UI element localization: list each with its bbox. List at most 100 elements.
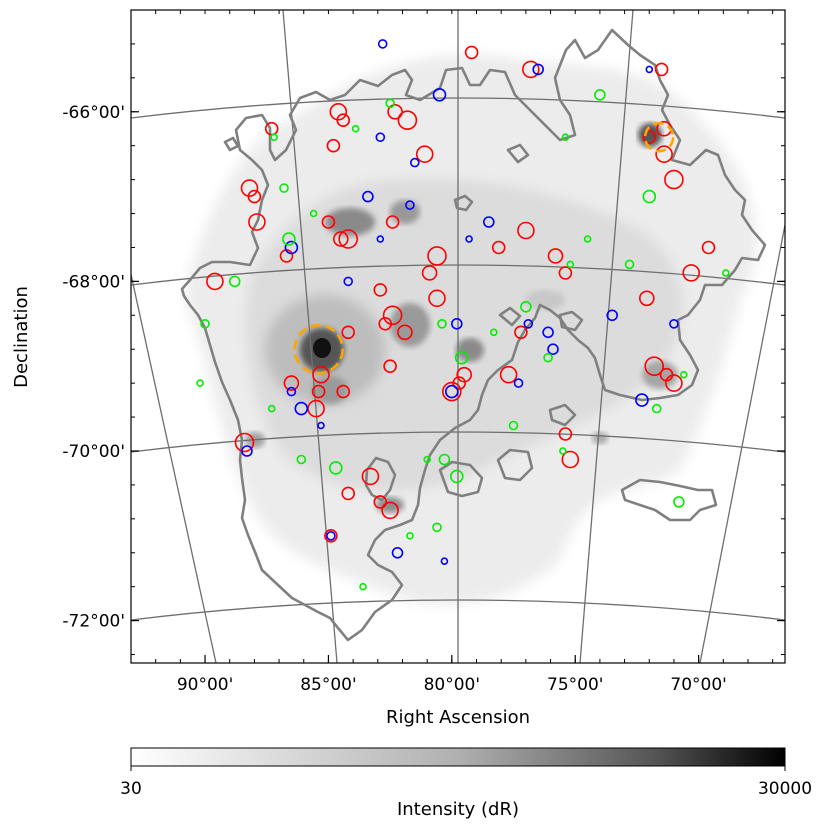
y-ticks: -66°00' -68°00' -70°00' -72°00' xyxy=(62,103,785,632)
marker-series-2-2 xyxy=(282,232,296,246)
marker-series-2-5 xyxy=(200,318,210,329)
marker-series-2-25 xyxy=(673,496,685,508)
marker-series-1-11 xyxy=(606,309,619,322)
marker-series-0-3 xyxy=(387,104,403,120)
marker-series-2-14 xyxy=(359,582,367,591)
y-tick-label-1: -68°00' xyxy=(62,272,125,292)
marker-series-2-31 xyxy=(561,133,570,141)
colorbar-title: Intensity (dR) xyxy=(397,799,519,820)
marker-series-1-8 xyxy=(465,235,473,243)
marker-series-0-44 xyxy=(383,359,397,374)
y-tick-label-2: -70°00' xyxy=(62,442,125,462)
marker-series-2-18 xyxy=(520,300,532,313)
marker-series-1-22 xyxy=(513,378,524,388)
marker-series-0-52 xyxy=(638,290,655,307)
marker-series-2-34 xyxy=(351,124,360,133)
marker-series-0-31 xyxy=(397,324,413,341)
marker-series-0-15 xyxy=(521,60,540,79)
x-axis-title: Right Ascension xyxy=(386,707,530,728)
marker-series-0-50 xyxy=(561,450,580,469)
marker-series-1-16 xyxy=(286,386,297,397)
marker-series-1-4 xyxy=(375,132,386,142)
marker-series-0-1 xyxy=(329,103,348,121)
marker-series-0-51 xyxy=(514,325,528,340)
x-tick-label-4: 70°00' xyxy=(670,675,726,695)
marker-series-0-43 xyxy=(381,501,399,520)
marker-series-3-1 xyxy=(643,121,675,153)
marker-series-2-21 xyxy=(583,235,592,243)
marker-series-1-28 xyxy=(409,157,420,168)
marker-series-1-15 xyxy=(294,401,309,416)
x-tick-label-0: 90°00' xyxy=(177,675,233,695)
marker-series-2-0 xyxy=(270,133,278,141)
marker-series-1-6 xyxy=(405,200,415,210)
y-tick-label-3: -72°00' xyxy=(62,612,125,632)
y-axis-title: Declination xyxy=(11,286,32,388)
marker-series-3-0 xyxy=(293,323,344,375)
grid-ra-70 xyxy=(699,224,785,663)
marker-series-2-28 xyxy=(559,447,567,455)
x-ticks: 90°00' 85°00' 80°00' 75°00' 70°00' xyxy=(177,655,727,695)
marker-series-0-45 xyxy=(456,366,473,383)
marker-series-0-40 xyxy=(341,486,356,501)
marker-series-0-20 xyxy=(682,264,701,282)
marker-series-0-12 xyxy=(385,215,400,229)
axes-frame xyxy=(130,9,786,664)
colorbar-gradient xyxy=(130,747,786,767)
marker-series-1-25 xyxy=(542,326,554,339)
marker-series-1-12 xyxy=(669,318,679,329)
marker-series-0-22 xyxy=(517,221,535,240)
marker-series-2-20 xyxy=(566,260,575,269)
marker-series-0-46 xyxy=(441,381,462,402)
x-tick-label-3: 75°00' xyxy=(547,675,603,695)
marker-series-2-24 xyxy=(721,269,730,277)
marker-series-0-24 xyxy=(421,265,438,281)
marker-series-0-35 xyxy=(311,384,326,399)
marker-series-1-24 xyxy=(523,318,534,329)
marker-series-0-39 xyxy=(234,432,255,453)
contours xyxy=(180,28,767,642)
marker-series-0-56 xyxy=(642,130,657,144)
marker-series-0-41 xyxy=(361,467,380,486)
marker-series-1-20 xyxy=(440,557,449,566)
marker-series-1-19 xyxy=(391,546,404,559)
x-tick-label-1: 85°00' xyxy=(300,675,356,695)
marker-series-2-15 xyxy=(437,318,447,329)
colorbar-min-label: 30 xyxy=(120,779,142,799)
marker-series-2-3 xyxy=(309,209,318,218)
marker-series-2-6 xyxy=(196,379,204,387)
marker-series-0-21 xyxy=(558,266,573,280)
marker-series-1-2 xyxy=(645,65,654,74)
marker-series-1-18 xyxy=(326,530,336,541)
marker-series-1-10 xyxy=(343,276,354,287)
marker-series-2-29 xyxy=(508,420,519,431)
marker-series-0-7 xyxy=(247,189,262,204)
marker-series-1-3 xyxy=(432,88,447,102)
marker-series-1-14 xyxy=(317,421,325,430)
colorbar-max-label: 30000 xyxy=(758,779,812,799)
marker-series-2-9 xyxy=(328,461,343,475)
marker-series-2-12 xyxy=(432,522,442,533)
marker-series-1-26 xyxy=(376,235,385,243)
marker-series-0-33 xyxy=(341,325,356,340)
marker-series-0-37 xyxy=(336,384,351,399)
marker-series-0-38 xyxy=(283,375,300,391)
marker-series-0-36 xyxy=(307,399,325,418)
marker-series-2-1 xyxy=(279,183,289,193)
marker-series-0-59 xyxy=(547,248,564,264)
marker-series-1-27 xyxy=(635,393,649,407)
marker-series-0-25 xyxy=(427,246,447,266)
marker-series-0-49 xyxy=(558,427,573,441)
marker-series-2-33 xyxy=(385,98,395,109)
marker-series-1-0 xyxy=(377,39,388,49)
marker-series-1-9 xyxy=(284,240,299,255)
y-tick-label-0: -66°00' xyxy=(62,103,125,123)
marker-series-0-8 xyxy=(248,213,266,231)
marker-series-2-4 xyxy=(228,275,241,288)
marker-series-2-19 xyxy=(543,352,553,363)
marker-series-0-9 xyxy=(321,215,336,229)
marker-series-0-6 xyxy=(240,179,259,197)
source-markers xyxy=(196,39,730,591)
marker-series-0-55 xyxy=(665,374,683,392)
marker-series-0-29 xyxy=(428,289,446,308)
